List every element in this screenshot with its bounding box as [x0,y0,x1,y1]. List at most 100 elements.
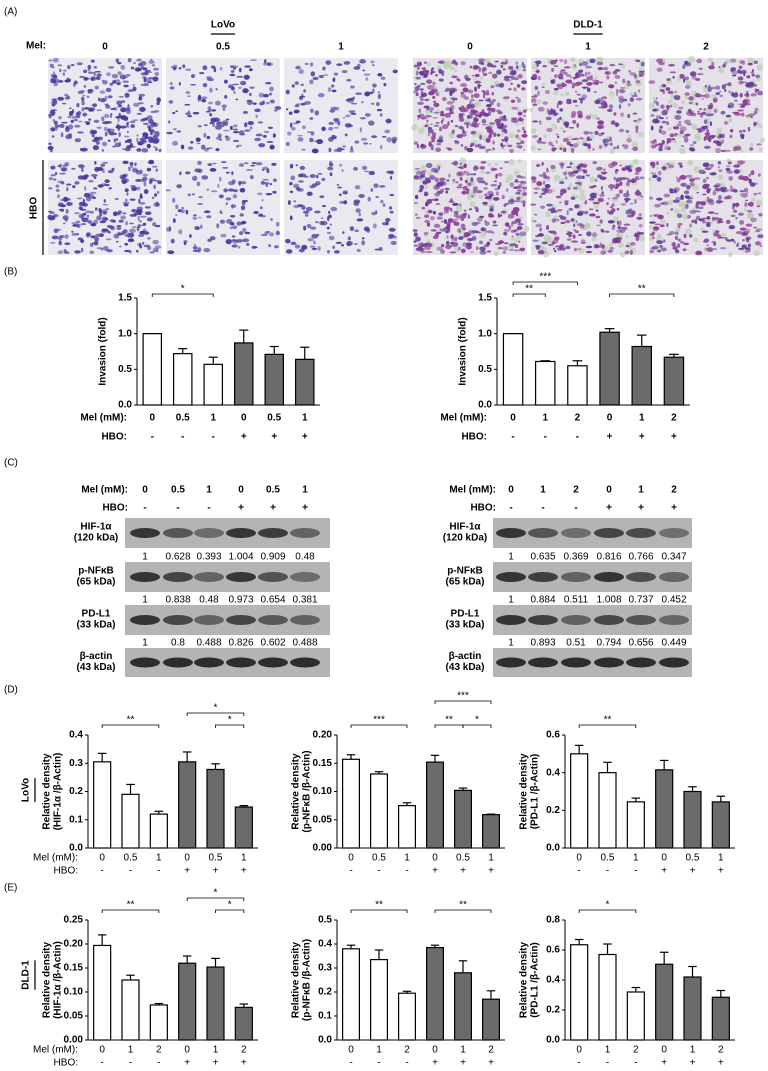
cell [623,144,629,150]
band [496,657,526,668]
speck [543,234,551,242]
cell [711,240,716,243]
cell [608,84,615,89]
cell [149,251,155,254]
cell [729,128,734,133]
cell [298,248,305,253]
speck [421,164,427,170]
cell [579,224,585,229]
cell [656,67,663,72]
x-tick-label: 1 [241,853,247,864]
cell [450,162,455,165]
cell [543,187,549,193]
cell [626,82,632,87]
cell [713,109,718,113]
cell [580,99,583,104]
cell [661,139,665,145]
cell [559,147,563,150]
cell [273,245,279,249]
group-title: DLD-1 [573,20,603,31]
cell [448,200,455,203]
cell [248,68,253,72]
cell [424,61,427,64]
y-tick-label: 1.0 [478,328,492,339]
cell [567,171,574,175]
cell [718,143,722,147]
density-value: 0.838 [165,595,190,606]
cell [540,192,547,195]
cell [311,148,319,154]
cell [108,187,112,190]
cell [557,100,563,105]
hbo-sign: + [270,503,276,514]
cell [556,83,563,87]
cell [322,66,326,71]
cell [251,246,256,249]
cell [120,215,126,220]
cell [603,168,606,171]
cell [573,247,577,252]
cell [127,74,131,77]
cell [694,210,701,213]
cell [684,60,689,65]
cell [451,239,458,242]
speck [691,123,698,130]
cell [421,67,424,70]
cell [225,197,232,201]
cell [630,242,636,246]
cell [124,242,129,246]
cell [571,240,579,243]
cell [109,114,113,118]
bar [655,963,674,1041]
cell [579,63,583,67]
cell [59,172,66,175]
cell [120,64,126,70]
cell [427,132,430,137]
speck [520,121,525,125]
cell [695,102,699,106]
speck [695,135,702,142]
cell [546,167,549,173]
hbo-sign: + [661,1058,667,1069]
speck [685,228,692,235]
significance-bracket [578,909,637,913]
cell [672,126,680,130]
cell [147,115,153,120]
cell [143,132,147,136]
cell [420,88,424,94]
cell [94,85,99,90]
cell [415,76,422,80]
protein-name: p-NFκB [447,566,483,577]
bar [599,331,620,406]
hbo-sign: + [671,503,677,514]
cell [230,69,235,73]
cell [222,122,229,127]
cell [444,187,450,191]
y-axis-label: (p-NFκB /β-Actin) [302,750,313,832]
cell [74,124,81,128]
cell [258,102,264,106]
cell [447,148,453,151]
cell [438,78,444,82]
cell [674,90,677,94]
cell [753,110,758,115]
x-tick-label: 0 [241,413,247,424]
cell [513,199,521,203]
cell [238,130,245,136]
cell [469,173,474,176]
cell [638,223,643,228]
cell [183,240,188,244]
cell [695,250,703,256]
speck [530,127,537,134]
cell [482,90,486,96]
band [226,528,256,538]
cell [728,175,734,181]
x-tick-label: 2 [404,1045,410,1056]
cell [564,200,569,203]
speck [743,208,747,212]
cell [64,97,71,100]
cell [220,211,223,214]
cell [652,108,657,112]
cell [309,174,316,179]
significance-label: ** [638,284,646,295]
